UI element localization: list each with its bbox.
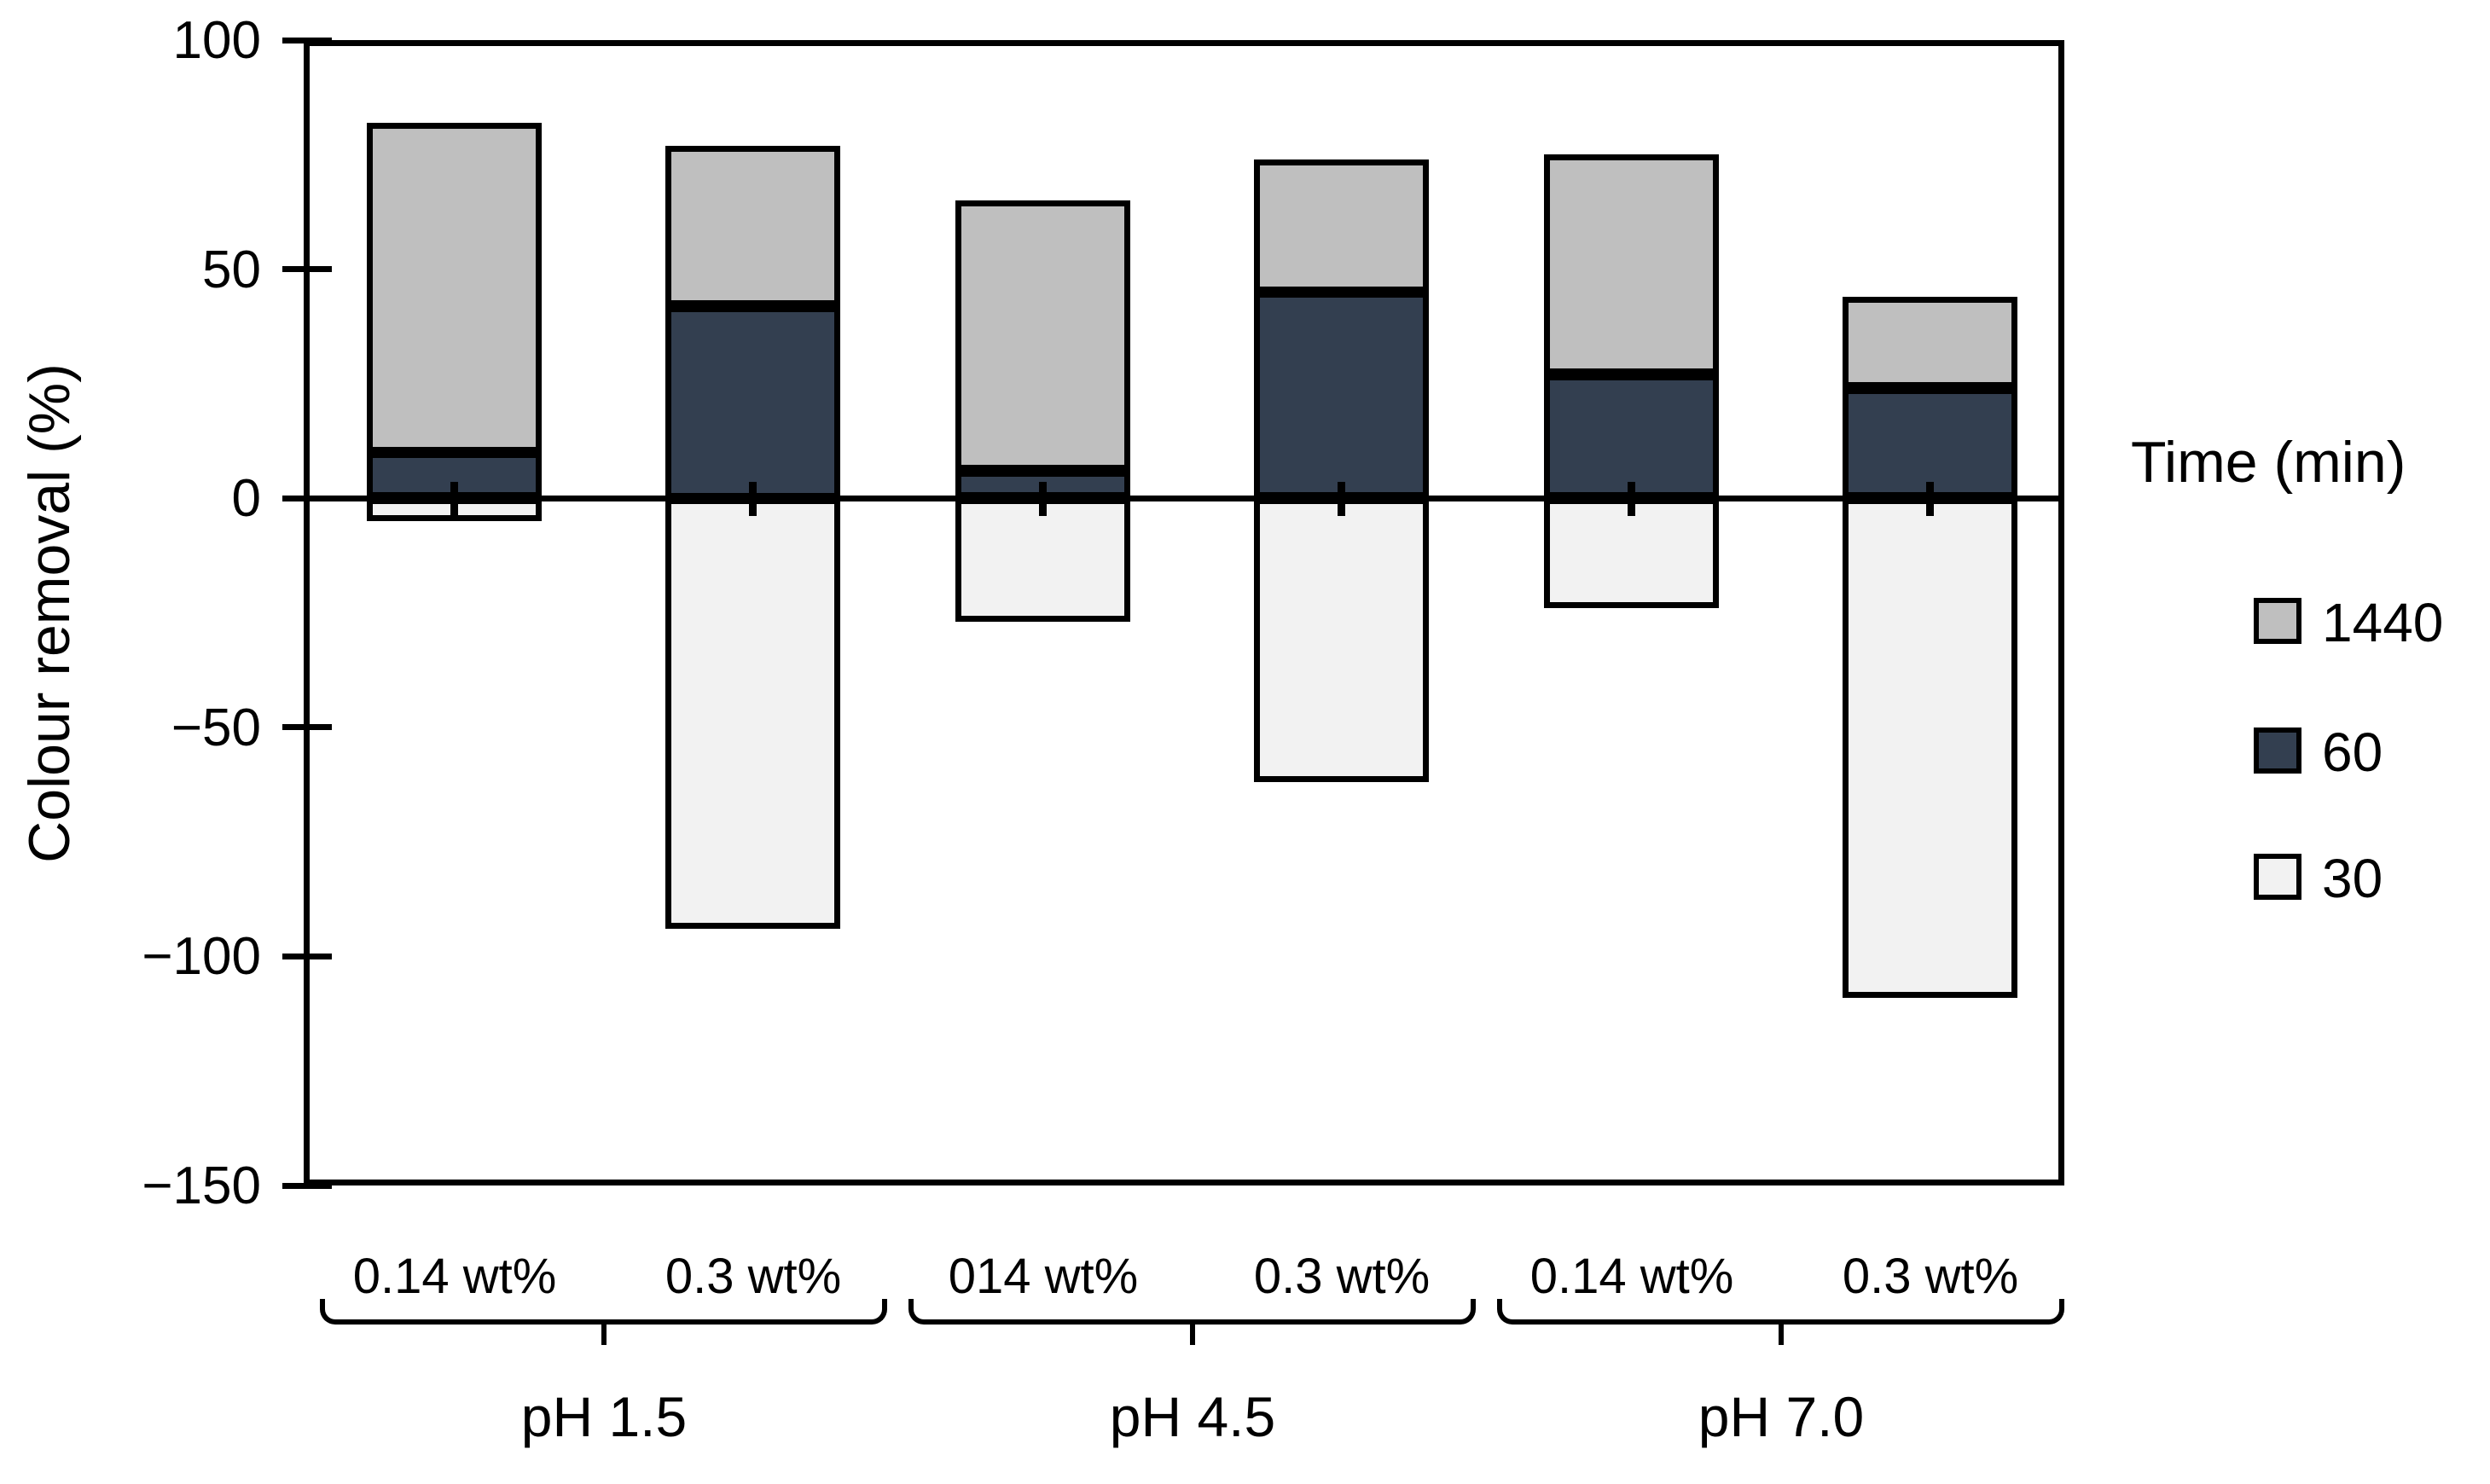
group-label: pH 1.5 — [520, 1385, 688, 1448]
bar-category-label: 0.3 wt% — [665, 1249, 842, 1304]
plot-area-frame — [304, 40, 2064, 1185]
bar-segment-1440min — [1544, 154, 1719, 374]
bar-segment-60min — [665, 306, 840, 499]
error-whisker — [749, 482, 757, 516]
y-tick-mark — [282, 1183, 332, 1189]
bar-category-label: 014 wt% — [948, 1249, 1139, 1304]
error-whisker — [1338, 482, 1345, 516]
bar-category-label: 0.3 wt% — [1842, 1249, 2019, 1304]
error-whisker — [1926, 482, 1934, 516]
legend-item-label: 30 — [2322, 848, 2383, 909]
bar-segment-30min — [955, 498, 1130, 622]
y-axis-title: Colour removal (%) — [17, 363, 82, 863]
legend-title: Time (min) — [2131, 430, 2406, 495]
bar-segment-60min — [1544, 374, 1719, 498]
group-bracket-center-tick — [1190, 1321, 1195, 1345]
bar-segment-1440min — [1843, 297, 2017, 388]
bar-segment-1440min — [367, 123, 542, 453]
bar-segment-30min — [1843, 498, 2017, 998]
y-tick-label: −50 — [171, 699, 261, 757]
bar-segment-1440min — [665, 146, 840, 306]
error-whisker — [1628, 482, 1635, 516]
y-tick-label: 100 — [172, 11, 261, 70]
bar-segment-30min — [665, 498, 840, 929]
bar-segment-1440min — [955, 200, 1130, 471]
group-bracket-center-tick — [1779, 1321, 1784, 1345]
y-tick-mark — [282, 954, 332, 959]
legend-item-label: 60 — [2322, 722, 2383, 783]
legend-swatch-1440 — [2254, 598, 2301, 644]
group-bracket-center-tick — [601, 1321, 607, 1345]
group-label: pH 4.5 — [1109, 1385, 1276, 1448]
error-whisker — [1039, 482, 1047, 516]
legend-item-label: 1440 — [2322, 592, 2444, 653]
y-tick-label: −100 — [142, 927, 261, 986]
bar-category-label: 0.3 wt% — [1253, 1249, 1431, 1304]
bar-category-label: 0.14 wt% — [352, 1249, 557, 1304]
y-tick-label: 50 — [202, 241, 261, 299]
legend-swatch-60 — [2254, 728, 2301, 774]
zero-axis-line — [304, 496, 2064, 501]
bar-segment-1440min — [1254, 159, 1429, 293]
y-tick-label: −150 — [142, 1156, 261, 1215]
error-whisker — [450, 482, 458, 516]
bar-segment-30min — [1254, 498, 1429, 782]
y-tick-mark — [282, 724, 332, 730]
group-label: pH 7.0 — [1698, 1385, 1865, 1448]
y-tick-mark — [282, 266, 332, 272]
bar-category-label: 0.14 wt% — [1529, 1249, 1734, 1304]
legend-swatch-30 — [2254, 854, 2301, 900]
bar-segment-60min — [1254, 292, 1429, 498]
y-tick-mark — [282, 38, 332, 43]
y-tick-label: 0 — [231, 469, 261, 528]
